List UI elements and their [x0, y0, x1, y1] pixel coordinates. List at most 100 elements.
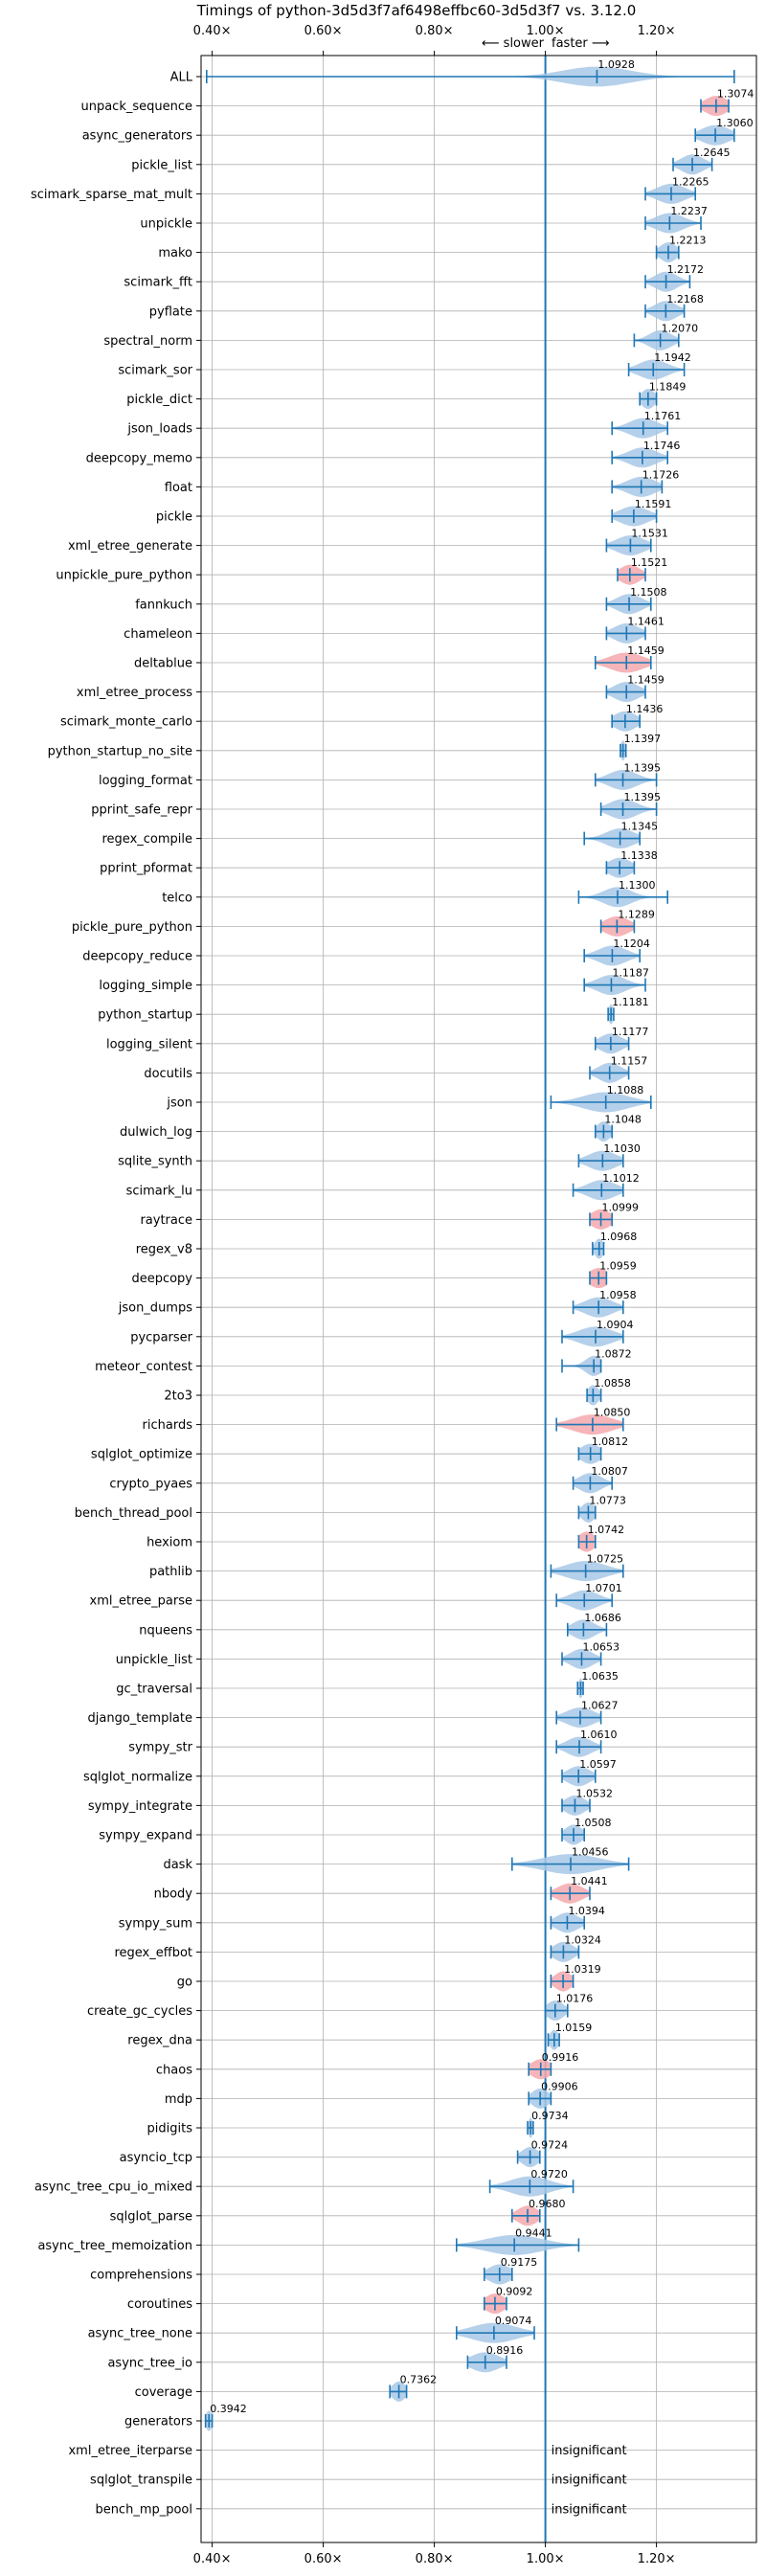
benchmark-row: logging_simple 1.1187	[99, 967, 649, 996]
value-label: 1.3074	[717, 88, 755, 101]
benchmark-row: crypto_pyaes 1.0807	[109, 1465, 628, 1494]
benchmark-row: generators 0.3942	[124, 2403, 247, 2431]
benchmark-row: unpack_sequence 1.3074	[80, 88, 754, 117]
benchmark-row: telco 1.1300	[162, 879, 669, 908]
value-label: 1.0858	[594, 1377, 631, 1390]
benchmark-row: deepcopy 1.0959	[131, 1260, 637, 1289]
benchmark-label: hexiom	[146, 1536, 192, 1550]
benchmark-row: pickle_pure_python 1.1289	[72, 908, 655, 937]
x-tick-label-top: 1.00×	[527, 24, 565, 38]
tick-layer: 0.40× 0.40× 0.60× 0.60× 0.80× 0.80× 1.00× 1.00×…	[193, 24, 676, 2566]
benchmark-row: unpickle_pure_python 1.1521	[56, 556, 667, 585]
benchmark-label: chaos	[156, 2063, 192, 2077]
benchmark-row: go 1.0319	[177, 1963, 601, 1992]
value-label: 0.3942	[210, 2403, 247, 2415]
value-label: 0.9680	[529, 2198, 566, 2210]
benchmark-row: create_gc_cycles 1.0176	[87, 1993, 593, 2022]
value-label: 1.1187	[612, 967, 649, 980]
benchmark-label: regex_compile	[101, 832, 192, 847]
value-label: 0.9734	[531, 2110, 569, 2122]
value-label: 1.0999	[602, 1201, 640, 1213]
value-label: 1.0959	[599, 1260, 637, 1273]
benchmark-label: deepcopy	[131, 1272, 192, 1286]
benchmark-label: pprint_pformat	[100, 862, 192, 876]
value-label: 1.1521	[631, 556, 668, 569]
value-label: 1.0159	[555, 2022, 593, 2034]
benchmark-label: docutils	[144, 1067, 192, 1081]
value-label: 1.0725	[587, 1553, 624, 1566]
value-label: 1.0610	[580, 1729, 618, 1741]
benchmark-row: deepcopy_reduce 1.1204	[82, 938, 650, 966]
benchmark-row: logging_format 1.1395	[99, 761, 661, 790]
benchmark-row: bench_thread_pool 1.0773	[75, 1494, 626, 1523]
benchmark-label: mako	[158, 246, 192, 260]
benchmark-label: deltablue	[134, 657, 192, 671]
benchmark-row: raytrace 1.0999	[140, 1201, 639, 1230]
value-label: 1.0532	[575, 1787, 613, 1799]
insignificant-label: insignificant	[552, 2474, 627, 2488]
benchmark-row: spectral_norm 1.2070	[103, 322, 698, 350]
benchmark-label: bench_mp_pool	[95, 2502, 192, 2517]
benchmark-row: scimark_lu 1.1012	[126, 1172, 640, 1201]
benchmark-row: docutils 1.1157	[144, 1054, 647, 1083]
benchmark-label: pprint_safe_repr	[91, 803, 192, 818]
benchmark-label: sympy_sum	[119, 1916, 192, 1931]
benchmark-label: sqlglot_normalize	[83, 1770, 192, 1784]
benchmark-label: go	[177, 1976, 192, 1990]
benchmark-row: mdp 0.9906	[165, 2080, 578, 2109]
value-label: 1.1289	[618, 908, 655, 920]
benchmark-label: xml_etree_parse	[90, 1594, 192, 1609]
benchmark-label: bench_thread_pool	[75, 1506, 192, 1521]
value-label: 1.2172	[667, 263, 705, 276]
benchmark-row: pprint_safe_repr 1.1395	[91, 791, 661, 820]
benchmark-row: dulwich_log 1.1048	[120, 1114, 642, 1142]
benchmark-row: json_loads 1.1761	[126, 410, 681, 439]
benchmark-label: async_tree_memoization	[37, 2239, 192, 2253]
value-label: 1.0958	[599, 1289, 637, 1301]
benchmark-label: unpickle	[140, 217, 192, 232]
value-label: 0.8916	[486, 2344, 524, 2357]
benchmark-row: coverage 0.7362	[135, 2373, 437, 2402]
value-label: 1.0176	[556, 1993, 594, 2005]
benchmark-row: pycparser 1.0904	[130, 1319, 634, 1347]
benchmark-row: dask 1.0456	[163, 1846, 630, 1875]
benchmark-row: meteor_contest 1.0872	[95, 1347, 632, 1376]
x-tick-label-bottom: 0.40×	[193, 2552, 232, 2566]
benchmark-label: django_template	[88, 1711, 192, 1726]
value-label: 1.0773	[589, 1494, 626, 1506]
benchmark-row: logging_silent 1.1177	[106, 1026, 648, 1054]
benchmark-row: deltablue 1.1459	[134, 644, 665, 673]
value-label: 1.1746	[643, 440, 681, 452]
benchmark-label: 2to3	[164, 1390, 192, 1404]
value-label: 1.0928	[597, 58, 635, 71]
value-label: 1.2168	[666, 293, 704, 305]
benchmark-label: unpickle_list	[116, 1653, 192, 1667]
value-label: 1.1942	[654, 351, 691, 364]
row-layer: ALL 1.0928 unpack_sequence 1.3074 async_gene…	[31, 58, 754, 2517]
benchmark-row: nqueens 1.0686	[139, 1612, 621, 1640]
benchmark-label: xml_etree_process	[77, 686, 192, 700]
benchmark-row: pickle 1.1591	[156, 498, 671, 527]
slower-label: ⟵ slower	[482, 36, 545, 51]
benchmark-label: create_gc_cycles	[87, 2004, 192, 2019]
benchmark-label: nqueens	[139, 1623, 192, 1638]
benchmark-label: json	[166, 1096, 192, 1111]
benchmark-row: richards 1.0850	[143, 1407, 630, 1435]
value-label: 1.1849	[649, 381, 687, 394]
x-tick-label-top: 0.40×	[193, 24, 232, 38]
benchmark-row: regex_effbot 1.0324	[114, 1933, 601, 1962]
benchmark-label: crypto_pyaes	[109, 1477, 192, 1491]
value-label: 1.0324	[564, 1933, 601, 1946]
benchmark-label: gc_traversal	[116, 1683, 192, 1697]
benchmark-label: float	[165, 481, 192, 495]
benchmark-row: scimark_monte_carlo 1.1436	[60, 703, 663, 732]
value-label: 1.1531	[631, 528, 668, 540]
benchmark-label: sympy_expand	[99, 1829, 192, 1843]
benchmark-label: scimark_sparse_mat_mult	[31, 188, 192, 202]
benchmark-row: sqlglot_normalize 1.0597	[83, 1758, 617, 1787]
benchmark-row: unpickle 1.2237	[140, 205, 708, 234]
value-label: 1.1397	[624, 733, 662, 745]
benchmark-row: gc_traversal 1.0635	[116, 1670, 619, 1699]
benchmark-row: json_dumps 1.0958	[118, 1289, 637, 1318]
benchmark-row: ALL 1.0928	[170, 58, 735, 87]
